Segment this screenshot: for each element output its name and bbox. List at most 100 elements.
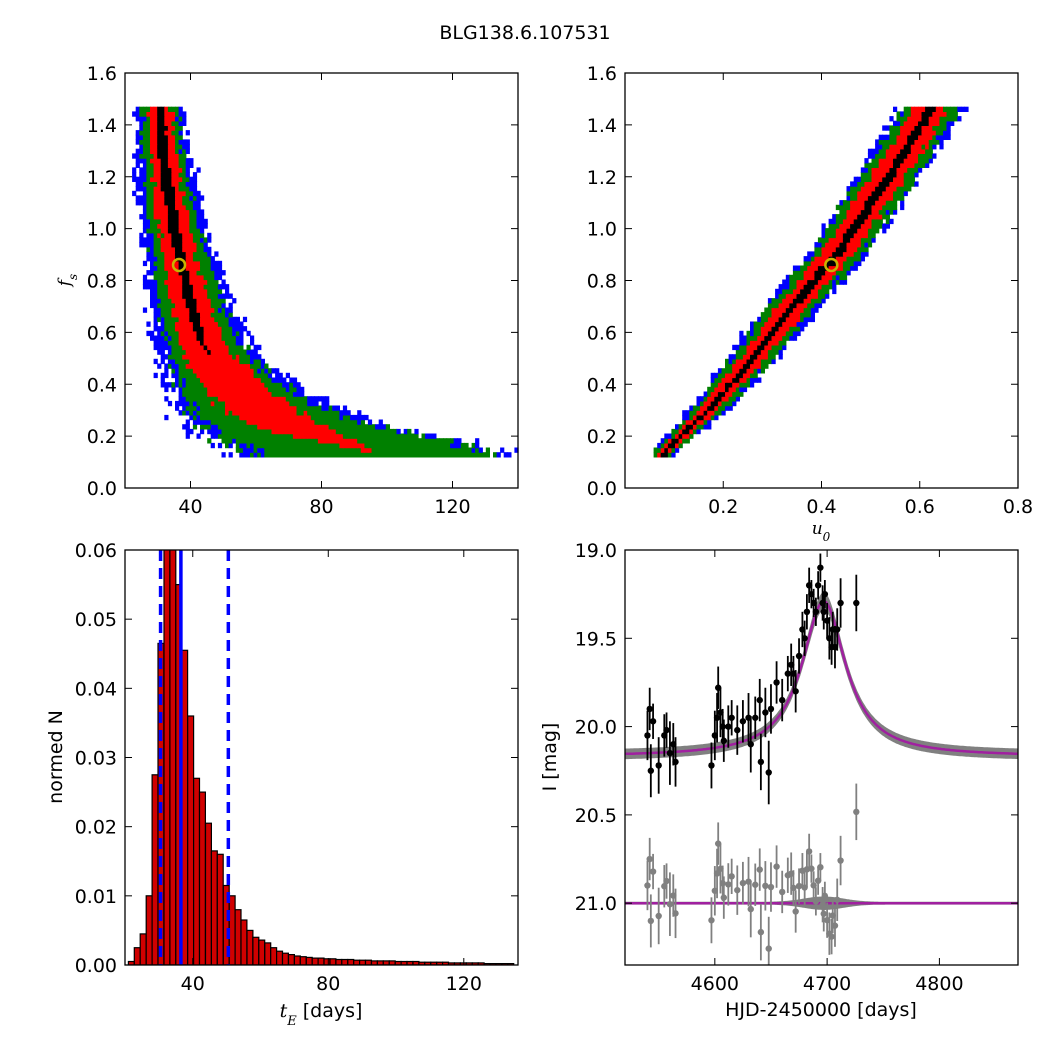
tE-fs-cell	[160, 167, 165, 173]
u0-fs-cell	[828, 279, 833, 285]
tE-fs-cell	[217, 265, 223, 271]
tE-fs-cell	[325, 433, 330, 439]
tE-fs-cell	[292, 400, 298, 407]
u0-fs-cell	[767, 312, 773, 318]
tE-fs-cell	[178, 228, 183, 234]
tE-fs-cell	[271, 410, 276, 416]
tE-fs-cell	[200, 288, 205, 295]
lightcurve-ylabel: I [mag]	[539, 723, 561, 792]
tE-fs-cell	[282, 442, 287, 449]
tE-fs-cell	[175, 144, 180, 150]
tE-fs-cell	[164, 363, 169, 369]
tE-fs-cell	[367, 428, 373, 435]
u0-fs-cell	[857, 186, 862, 192]
tE-fs-cell	[210, 428, 215, 435]
tE-fs-cell	[153, 172, 158, 178]
u0-fs-cell	[746, 358, 751, 365]
tE-fs-cell	[164, 181, 169, 187]
tE-fs-cell	[307, 405, 312, 411]
u0-fs-cell	[682, 428, 687, 435]
tE-fs-cell	[285, 452, 290, 458]
tE-fs-y-ticklabel: 0.6	[87, 322, 117, 344]
tE-fs-cell	[153, 134, 158, 140]
tE-fs-cell	[275, 368, 280, 374]
tE-fs-cell	[367, 424, 373, 430]
tE-fs-cell	[178, 130, 183, 136]
tE-fs-cell	[196, 298, 201, 304]
tE-fs-cell	[350, 438, 355, 444]
tE-fs-cell	[225, 326, 230, 332]
tE-fs-cell	[253, 438, 258, 444]
residual-point	[666, 900, 674, 908]
u0-fs-y-ticklabel: 0.8	[587, 271, 617, 293]
tE-fs-cell	[196, 195, 201, 201]
u0-fs-cell	[692, 414, 698, 421]
tE-fs-cell	[275, 382, 280, 388]
tE-fs-cell	[146, 106, 151, 112]
u0-fs-cell	[903, 139, 908, 145]
tE-fs-cell	[150, 246, 155, 253]
tE-fs-cell	[182, 288, 187, 295]
u0-fs-cell	[692, 419, 698, 425]
tE-fs-cell	[164, 279, 169, 285]
tE-fs-cell	[142, 167, 148, 173]
tE-fs-cell	[239, 382, 244, 388]
data-point	[713, 714, 721, 721]
u0-fs-cell	[850, 232, 855, 239]
tE-fs-cell	[332, 438, 337, 444]
tE-fs-cell	[314, 419, 319, 425]
tE-fs-cell	[167, 270, 173, 276]
tE-fs-cell	[142, 106, 148, 112]
u0-fs-cell	[893, 162, 898, 168]
u0-fs-cell	[753, 330, 758, 337]
u0-fs-cell	[832, 232, 837, 239]
u0-fs-cell	[867, 172, 873, 178]
tE-fs-cell	[192, 335, 198, 341]
tE-fs-cell	[146, 134, 151, 140]
tE-fs-cell	[300, 391, 305, 397]
u0-fs-cell	[943, 134, 948, 140]
tE-fs-cell	[171, 293, 176, 299]
tE-fs-cell	[175, 330, 180, 337]
tE-fs-cell	[182, 316, 187, 323]
u0-fs-cell	[885, 148, 890, 154]
residual-point	[817, 863, 824, 871]
tE-fs-cell	[257, 442, 262, 449]
tE-fs-cell	[207, 340, 212, 346]
tE-fs-cell	[189, 209, 194, 215]
tE-fs-cell	[164, 414, 169, 421]
u0-fs-cell	[721, 386, 726, 393]
tE-fs-cell	[150, 139, 155, 145]
tE-fs-cell	[167, 400, 173, 407]
tE-fs-cell	[239, 363, 244, 369]
u0-fs-cell	[839, 204, 844, 211]
tE-fs-cell	[182, 204, 187, 211]
tE-fs-cell	[185, 274, 190, 281]
residual-point	[713, 870, 721, 877]
tE-fs-cell	[460, 452, 465, 458]
tE-fs-cell	[432, 452, 437, 458]
tE-fs-cell	[196, 340, 201, 346]
u0-fs-cell	[721, 400, 726, 407]
tE-fs-cell	[278, 377, 283, 383]
tE-fs-cell	[146, 181, 151, 187]
tE-fs-cell	[232, 321, 237, 327]
tE-fs-cell	[164, 204, 169, 211]
u0-fs-cell	[842, 228, 848, 234]
data-point	[725, 723, 732, 730]
tE-fs-cell	[242, 405, 248, 411]
tE-fs-cell	[278, 391, 283, 397]
histogram-bar	[163, 550, 171, 965]
tE-fs-cell	[171, 358, 176, 365]
tE-fs-cell	[178, 340, 183, 346]
tE-fs-cell	[171, 158, 176, 164]
tE-fs-cell	[382, 452, 387, 458]
tE-fs-cell	[153, 167, 158, 173]
residual-point	[795, 882, 803, 890]
tE-fs-cell	[200, 344, 205, 351]
tE-fs-cell	[175, 293, 180, 299]
u0-fs-cell	[910, 125, 915, 131]
tE-fs-cell	[164, 330, 169, 337]
tE-fs-cell	[253, 414, 258, 421]
